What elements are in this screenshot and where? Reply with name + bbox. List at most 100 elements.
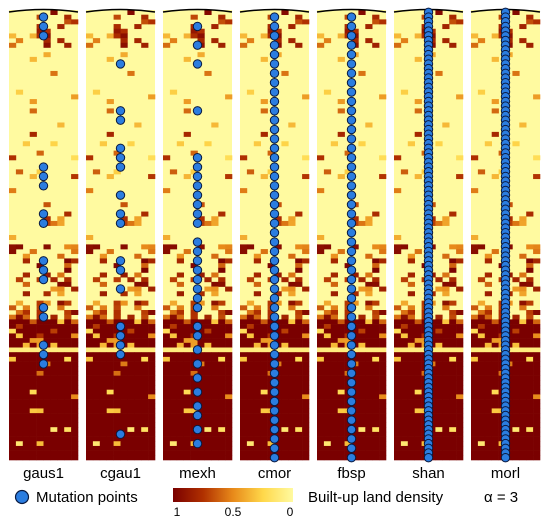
density-cell bbox=[36, 347, 44, 353]
density-cell bbox=[9, 408, 17, 414]
density-cell bbox=[163, 33, 171, 39]
density-cell bbox=[148, 94, 156, 100]
density-cell bbox=[477, 38, 486, 44]
density-cell bbox=[148, 356, 156, 362]
density-cell bbox=[330, 455, 338, 461]
density-cell bbox=[15, 333, 24, 339]
mutation-point bbox=[269, 162, 280, 172]
density-cell bbox=[365, 253, 373, 259]
density-cell bbox=[456, 375, 464, 381]
density-cell bbox=[267, 338, 275, 344]
density-cell bbox=[512, 417, 520, 423]
density-cell bbox=[86, 441, 94, 447]
density-cell bbox=[295, 310, 303, 315]
density-cell bbox=[9, 188, 17, 194]
density-cell bbox=[358, 352, 366, 358]
density-cell bbox=[163, 305, 171, 311]
density-cell bbox=[246, 310, 255, 315]
mutation-point bbox=[38, 256, 49, 266]
density-cell bbox=[15, 277, 24, 283]
density-cell bbox=[190, 408, 198, 414]
density-cell bbox=[365, 408, 373, 414]
density-cell bbox=[86, 385, 94, 390]
density-cell bbox=[211, 333, 219, 339]
density-cell bbox=[337, 422, 345, 428]
density-cell bbox=[15, 375, 24, 381]
density-cell bbox=[183, 408, 191, 414]
density-cell bbox=[400, 333, 409, 339]
mutation-point bbox=[346, 162, 357, 172]
density-cell bbox=[533, 244, 541, 250]
mutation-point bbox=[192, 401, 203, 411]
density-cell bbox=[71, 338, 79, 344]
density-cell bbox=[36, 417, 44, 423]
density-cell bbox=[15, 244, 24, 250]
mutation-point bbox=[269, 68, 280, 78]
density-cell bbox=[512, 356, 520, 362]
density-cell bbox=[50, 385, 58, 390]
density-cell bbox=[253, 380, 261, 386]
mutation-point bbox=[269, 396, 280, 407]
density-cell bbox=[449, 324, 457, 330]
density-cell bbox=[22, 370, 30, 376]
density-cell bbox=[71, 342, 79, 348]
density-cell bbox=[253, 366, 261, 372]
density-cell bbox=[197, 342, 205, 348]
density-cell bbox=[302, 338, 310, 344]
density-cell bbox=[64, 314, 72, 320]
density-cell bbox=[211, 216, 219, 222]
density-cell bbox=[9, 394, 17, 400]
density-cell bbox=[113, 310, 121, 315]
density-cell bbox=[9, 431, 17, 437]
density-cell bbox=[120, 300, 128, 306]
density-cell bbox=[526, 375, 534, 381]
mutation-point bbox=[346, 181, 357, 191]
density-cell bbox=[302, 441, 310, 447]
density-cell bbox=[253, 441, 261, 447]
density-cell bbox=[36, 28, 44, 34]
density-cell bbox=[190, 33, 198, 39]
density-cell bbox=[471, 389, 479, 395]
density-cell bbox=[365, 324, 373, 330]
density-cell bbox=[169, 338, 178, 344]
density-cell bbox=[106, 413, 114, 419]
density-cell bbox=[57, 305, 65, 311]
density-cell bbox=[43, 441, 51, 447]
density-cell bbox=[57, 389, 65, 395]
density-cell bbox=[141, 263, 149, 269]
density-cell bbox=[260, 319, 268, 325]
density-cell bbox=[317, 235, 325, 240]
density-cell bbox=[127, 436, 135, 442]
density-cell bbox=[477, 375, 486, 381]
density-cell bbox=[43, 366, 51, 372]
density-cell bbox=[64, 352, 72, 358]
density-cell bbox=[526, 244, 534, 250]
density-cell bbox=[477, 89, 486, 95]
density-cell bbox=[86, 328, 94, 334]
density-cell bbox=[169, 375, 178, 381]
density-cell bbox=[302, 403, 310, 409]
density-cell bbox=[394, 436, 402, 442]
density-cell bbox=[190, 417, 198, 423]
density-cell bbox=[477, 342, 486, 348]
density-cell bbox=[225, 417, 233, 423]
density-cell bbox=[246, 244, 255, 250]
density-cell bbox=[43, 216, 51, 222]
density-cell bbox=[512, 342, 520, 348]
density-cell bbox=[288, 272, 296, 278]
density-cell bbox=[477, 417, 486, 423]
density-cell bbox=[190, 366, 198, 372]
density-cell bbox=[127, 338, 135, 344]
density-cell bbox=[204, 394, 212, 400]
density-cell bbox=[442, 272, 450, 278]
density-cell bbox=[533, 450, 541, 456]
density-cell bbox=[169, 277, 178, 283]
density-cell bbox=[218, 403, 226, 409]
density-cell bbox=[253, 356, 261, 362]
density-cell bbox=[204, 417, 212, 423]
density-cell bbox=[435, 361, 443, 367]
density-cell bbox=[526, 370, 534, 376]
density-cell bbox=[127, 356, 135, 362]
density-cell bbox=[127, 286, 135, 292]
density-cell bbox=[86, 394, 94, 400]
